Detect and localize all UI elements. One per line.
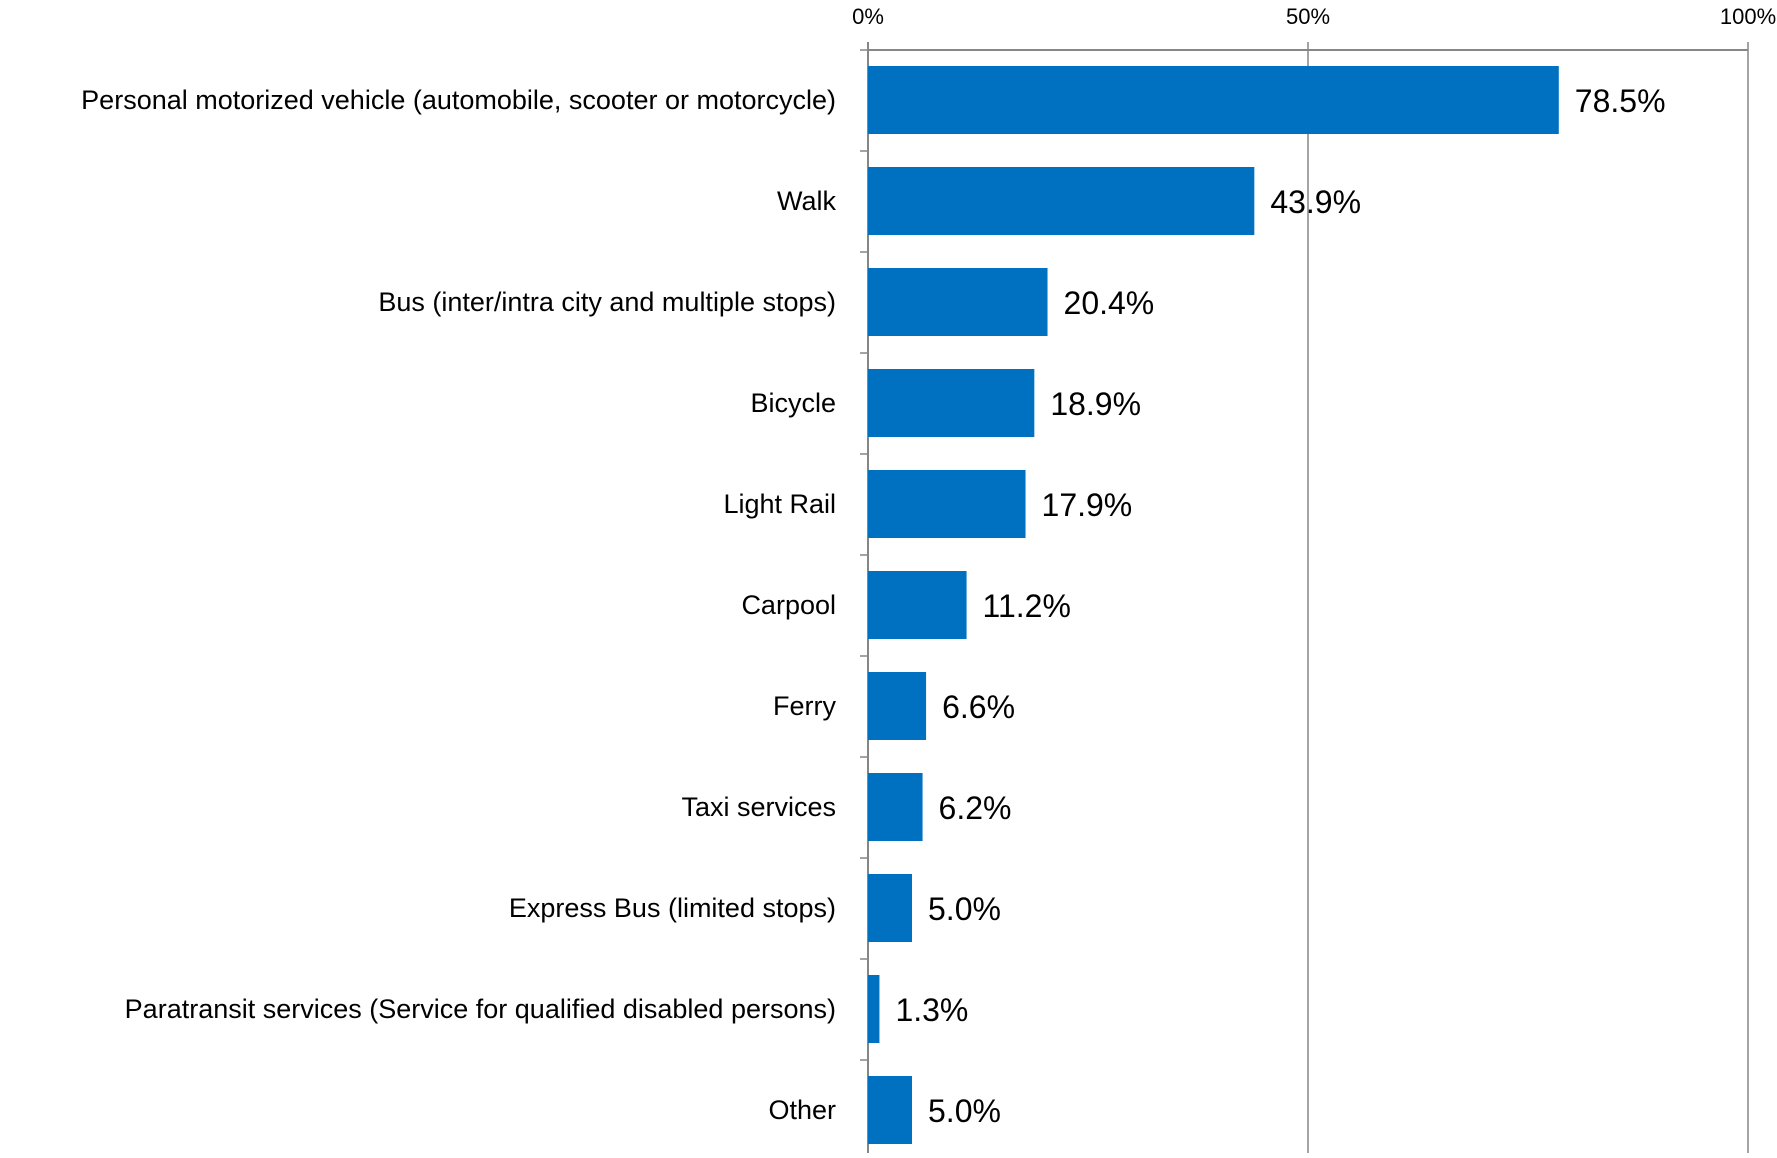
data-label: 6.6% (942, 689, 1015, 725)
data-label: 5.0% (928, 1093, 1001, 1129)
data-label: 11.2% (983, 588, 1071, 624)
category-label: Carpool (741, 590, 836, 620)
category-labels: Personal motorized vehicle (automobile, … (81, 85, 836, 1125)
category-label: Personal motorized vehicle (automobile, … (81, 85, 836, 115)
bar (868, 369, 1035, 437)
bar (868, 470, 1026, 538)
bar (868, 268, 1048, 336)
category-label: Other (768, 1095, 836, 1125)
bar (868, 874, 912, 942)
bar (868, 975, 880, 1043)
category-label: Ferry (773, 691, 836, 721)
data-label: 78.5% (1575, 83, 1666, 119)
category-label: Bus (inter/intra city and multiple stops… (378, 287, 836, 317)
bar (868, 571, 967, 639)
data-label: 17.9% (1042, 487, 1133, 523)
category-label: Walk (777, 186, 836, 216)
bar (868, 66, 1559, 134)
bar (868, 672, 927, 740)
category-label: Light Rail (723, 489, 836, 519)
data-label: 43.9% (1270, 184, 1361, 220)
bar (868, 167, 1255, 235)
bar (868, 1076, 912, 1144)
tick-label: 100% (1720, 4, 1776, 29)
category-label: Paratransit services (Service for qualif… (125, 994, 836, 1024)
data-label: 1.3% (895, 992, 968, 1028)
x-axis-ticks: 0% 50% 100% (852, 4, 1776, 29)
data-labels: 78.5% 43.9% 20.4% 18.9% 17.9% 11.2% 6.6% 6.2% 5.… (895, 83, 1665, 1129)
tick-label: 50% (1286, 4, 1330, 29)
bar (868, 773, 923, 841)
category-label: Taxi services (681, 792, 836, 822)
bars (868, 66, 1559, 1144)
data-label: 6.2% (939, 790, 1012, 826)
data-label: 5.0% (928, 891, 1001, 927)
tick-label: 0% (852, 4, 884, 29)
data-label: 18.9% (1050, 386, 1141, 422)
category-label: Bicycle (750, 388, 836, 418)
category-label: Express Bus (limited stops) (509, 893, 836, 923)
data-label: 20.4% (1064, 285, 1155, 321)
